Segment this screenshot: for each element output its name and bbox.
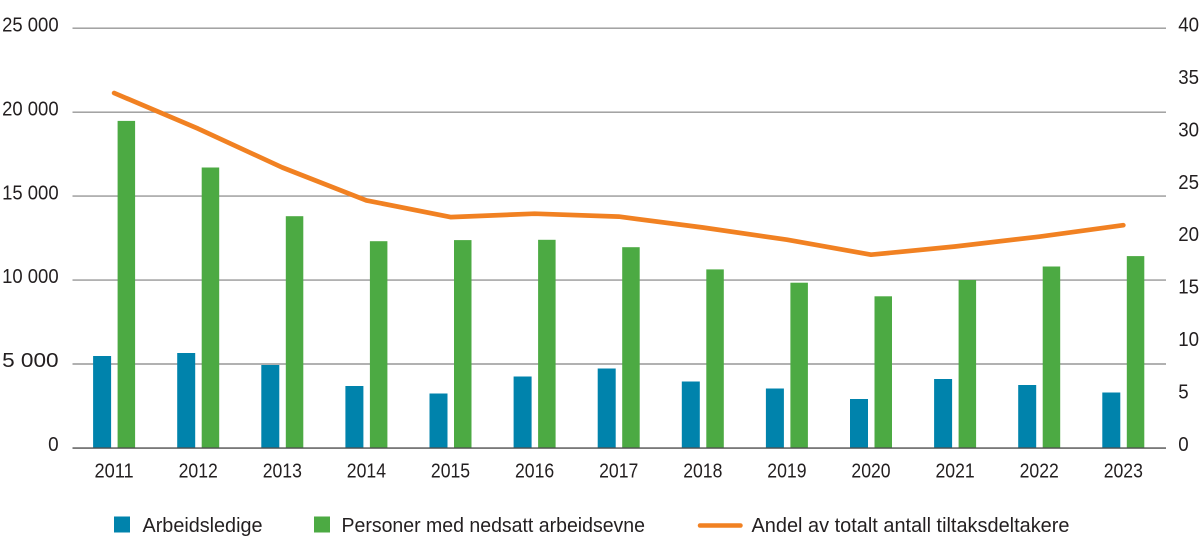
svg-text:15 000: 15 000 xyxy=(2,181,59,204)
svg-text:5: 5 xyxy=(1178,381,1188,404)
svg-text:Personer med nedsatt arbeidsev: Personer med nedsatt arbeidsevne xyxy=(342,514,646,537)
svg-text:2016: 2016 xyxy=(515,459,554,482)
svg-text:Andel av totalt antall tiltaks: Andel av totalt antall tiltaksdeltakere xyxy=(752,514,1070,537)
svg-text:0: 0 xyxy=(48,433,59,456)
svg-text:2011: 2011 xyxy=(95,459,134,482)
svg-text:2017: 2017 xyxy=(599,459,638,482)
svg-text:2015: 2015 xyxy=(431,459,470,482)
svg-text:2022: 2022 xyxy=(1020,459,1059,482)
svg-text:40: 40 xyxy=(1178,14,1199,37)
svg-text:2018: 2018 xyxy=(683,459,722,482)
svg-text:35: 35 xyxy=(1178,66,1199,89)
svg-text:2021: 2021 xyxy=(936,459,975,482)
svg-text:5 000: 5 000 xyxy=(2,349,59,372)
svg-text:10: 10 xyxy=(1178,328,1199,351)
svg-text:2012: 2012 xyxy=(179,459,218,482)
svg-text:0: 0 xyxy=(1178,433,1188,456)
svg-text:30: 30 xyxy=(1178,118,1199,141)
svg-text:20: 20 xyxy=(1178,223,1199,246)
svg-text:Arbeidsledige: Arbeidsledige xyxy=(143,514,263,537)
svg-text:25 000: 25 000 xyxy=(2,14,59,37)
svg-text:2020: 2020 xyxy=(851,459,890,482)
svg-text:2019: 2019 xyxy=(767,459,806,482)
svg-text:15: 15 xyxy=(1178,276,1199,299)
svg-text:2014: 2014 xyxy=(347,459,386,482)
svg-text:25: 25 xyxy=(1178,171,1199,194)
svg-text:10 000: 10 000 xyxy=(2,265,59,288)
svg-text:20 000: 20 000 xyxy=(2,97,59,120)
svg-text:2013: 2013 xyxy=(263,459,302,482)
svg-text:2023: 2023 xyxy=(1104,459,1143,482)
